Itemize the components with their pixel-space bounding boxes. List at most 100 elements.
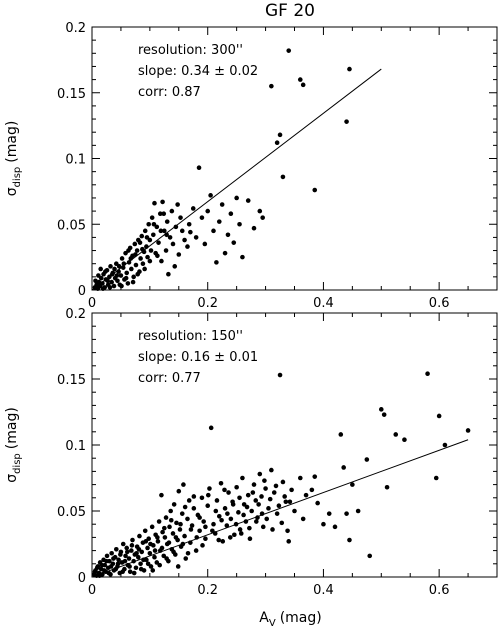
data-point: [227, 535, 233, 540]
data-point: [175, 564, 181, 569]
data-point: [152, 200, 157, 206]
y-axis-label-sub: disp: [12, 453, 23, 474]
y-axis-label: σdisp (mag): [4, 407, 23, 483]
data-point: [111, 556, 116, 561]
top-panel: 0 0.2 0.4 0.6 0 0.05 0.1 0.15 0.2 σdisp (mag) resol…: [4, 21, 498, 311]
data-point: [147, 550, 153, 556]
data-point: [132, 241, 138, 247]
data-point: [155, 253, 160, 259]
data-point: [189, 523, 195, 528]
data-point: [142, 228, 148, 234]
data-point: [250, 490, 256, 495]
data-point: [259, 511, 265, 516]
data-point: [181, 482, 186, 487]
data-point: [285, 528, 290, 534]
data-point: [155, 535, 160, 540]
data-point: [203, 524, 208, 530]
data-point: [126, 260, 132, 265]
data-point: [104, 558, 109, 564]
data-point: [108, 564, 114, 569]
data-point: [222, 506, 228, 511]
data-point: [133, 565, 139, 571]
data-point: [131, 274, 136, 280]
data-point: [191, 494, 197, 499]
data-point: [214, 260, 219, 265]
data-point: [282, 494, 287, 499]
data-point: [141, 557, 146, 563]
annotation-line: corr: 0.87: [138, 85, 201, 100]
data-point: [211, 521, 216, 527]
data-point: [247, 525, 252, 531]
data-point: [277, 132, 283, 138]
data-point: [167, 524, 172, 530]
data-point: [193, 548, 199, 553]
data-point: [173, 535, 179, 540]
data-point: [94, 565, 100, 571]
data-point: [166, 271, 171, 277]
data-point: [274, 511, 280, 516]
x-axis-label-unit: (mag): [280, 610, 322, 626]
data-point: [176, 488, 182, 494]
data-point: [200, 543, 205, 548]
data-point: [208, 425, 214, 431]
data-point: [338, 432, 344, 437]
data-point: [260, 215, 265, 220]
x-tick-label: 0.6: [429, 583, 450, 598]
y-tick-label: 0.1: [65, 153, 86, 168]
data-point: [185, 516, 190, 522]
data-point: [128, 256, 134, 261]
data-point: [367, 553, 373, 559]
data-point: [249, 508, 254, 514]
data-point: [205, 503, 211, 509]
data-point: [266, 506, 271, 511]
data-point: [225, 232, 231, 238]
data-point: [122, 558, 128, 564]
data-point: [274, 140, 280, 146]
data-point: [135, 554, 141, 560]
data-point: [170, 241, 176, 247]
y-axis-label-main: σ: [4, 187, 20, 196]
data-point: [112, 266, 117, 272]
x-axis-label: AV (mag): [259, 610, 321, 629]
data-point: [134, 248, 140, 253]
data-point: [173, 224, 179, 230]
data-point: [216, 513, 222, 519]
data-point: [257, 208, 263, 214]
data-point: [211, 228, 216, 234]
x-tick-label: 0.2: [197, 296, 218, 311]
data-point: [158, 228, 164, 234]
chart-title: GF 20: [265, 1, 315, 21]
data-point: [115, 561, 121, 567]
data-point: [355, 508, 361, 514]
data-point: [233, 521, 239, 527]
data-point: [135, 271, 141, 277]
data-point: [234, 484, 239, 490]
data-point: [208, 193, 213, 198]
data-point: [159, 492, 164, 498]
y-tick-label: 0.05: [57, 218, 86, 233]
data-point: [119, 283, 124, 289]
data-point: [116, 264, 122, 269]
data-point: [133, 262, 139, 268]
data-point: [228, 211, 234, 217]
data-point: [145, 254, 150, 260]
data-point: [93, 278, 98, 284]
data-point: [205, 208, 211, 214]
data-point: [103, 269, 108, 274]
data-point: [234, 195, 239, 201]
data-point: [186, 221, 192, 227]
data-point: [347, 66, 352, 72]
data-point: [179, 228, 185, 234]
data-point: [188, 540, 193, 545]
data-point: [149, 524, 155, 530]
data-point: [99, 562, 105, 568]
data-point: [402, 437, 407, 443]
fit-line: [91, 439, 469, 578]
data-point: [170, 531, 176, 536]
data-point: [186, 498, 192, 503]
data-point: [145, 561, 151, 567]
data-point: [118, 273, 124, 278]
x-tick-label: 0: [88, 296, 96, 311]
data-point: [142, 266, 147, 272]
data-point: [269, 467, 274, 473]
